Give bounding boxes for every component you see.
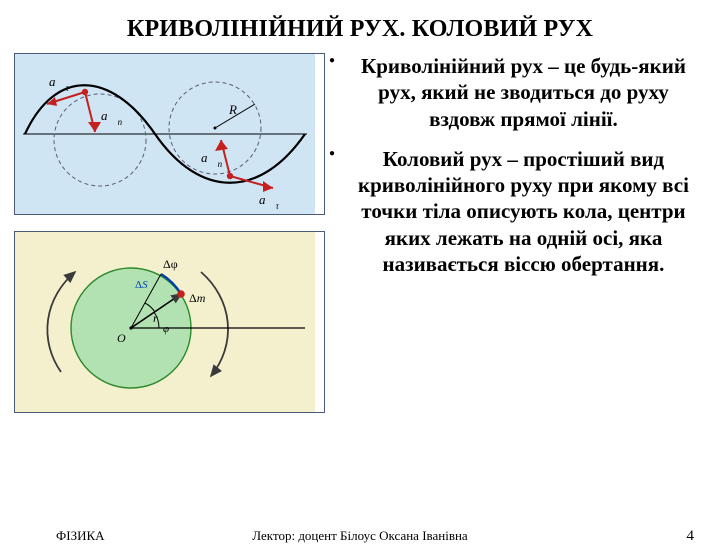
figure-circular: O r⃗ Δφ φ ΔS Δm	[14, 231, 325, 413]
text-column: Криволінійний рух – це будь-який рух, як…	[325, 53, 720, 429]
svg-text:ΔS: ΔS	[135, 279, 148, 291]
page-title: КРИВОЛІНІЙНИЙ РУХ. КОЛОВИЙ РУХ	[0, 16, 720, 43]
definition-list: Криволінійний рух – це будь-який рух, як…	[329, 53, 704, 277]
footer-subject: ФІЗИКА	[56, 528, 105, 544]
footer-page: 4	[687, 528, 695, 545]
svg-text:O: O	[117, 331, 126, 345]
figures-column: R a⃗τ a⃗n a⃗n a⃗τ	[0, 53, 325, 429]
footer: ФІЗИКА Лектор: доцент Білоус Оксана Іван…	[0, 528, 720, 544]
bullet-curvilinear: Криволінійний рух – це будь-який рух, як…	[329, 53, 704, 132]
svg-text:R: R	[228, 102, 237, 117]
svg-text:φ: φ	[163, 323, 169, 335]
figure-curvilinear: R a⃗τ a⃗n a⃗n a⃗τ	[14, 53, 325, 215]
svg-text:Δm: Δm	[189, 291, 206, 305]
content-columns: R a⃗τ a⃗n a⃗n a⃗τ	[0, 53, 720, 429]
svg-text:Δφ: Δφ	[163, 257, 178, 271]
footer-lecturer: Лектор: доцент Білоус Оксана Іванівна	[252, 528, 467, 544]
bullet-circular: Коловий рух – простіший вид криволінійно…	[329, 146, 704, 277]
